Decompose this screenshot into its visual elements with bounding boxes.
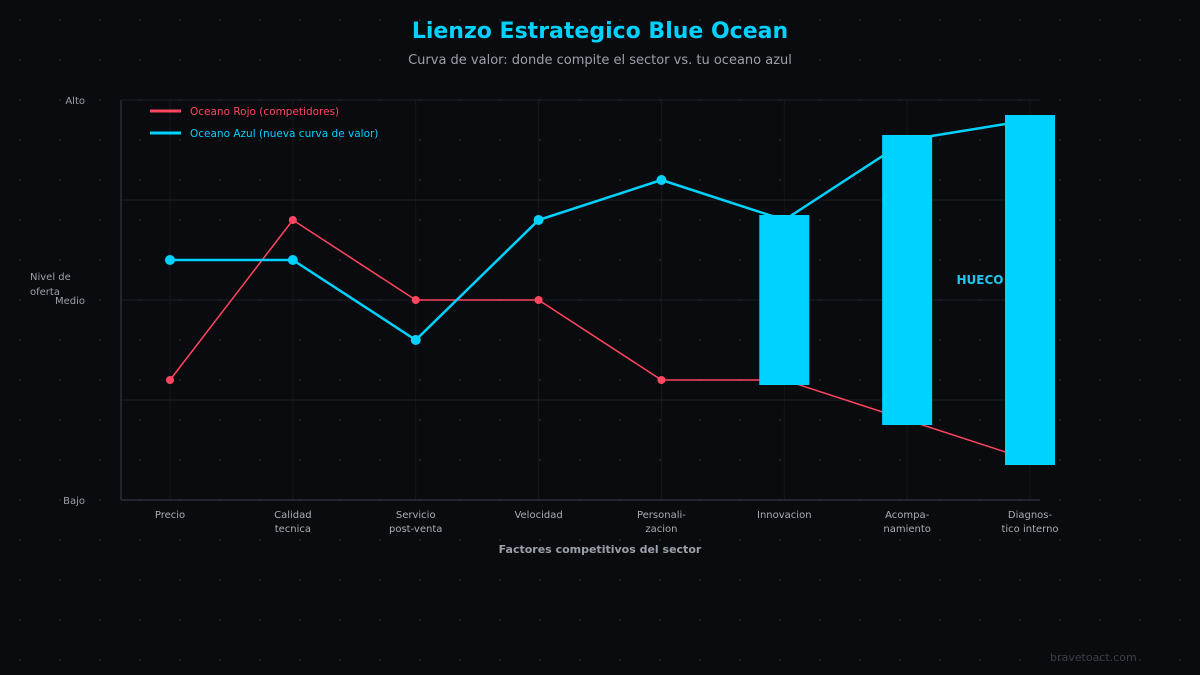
- data-point-red: [166, 376, 174, 384]
- data-point-red: [657, 376, 666, 384]
- chart-subtitle: Curva de valor: donde compite el sector …: [408, 53, 792, 68]
- data-point-red: [288, 216, 297, 224]
- y-tick-label: Medio: [55, 296, 85, 307]
- x-axis-label: Factores competitivos del sector: [499, 543, 702, 556]
- y-axis-label: Nivel de: [30, 272, 71, 283]
- y-tick-label: Alto: [65, 96, 85, 107]
- legend-label: Oceano Rojo (competidores): [190, 106, 339, 118]
- legend-label: Oceano Azul (nueva curva de valor): [190, 128, 378, 140]
- x-tick-label: zacion: [645, 524, 677, 535]
- x-tick-label: tecnica: [275, 524, 311, 535]
- data-point-blue: [165, 255, 175, 265]
- x-tick-label: Innovacion: [757, 510, 812, 521]
- y-tick-label: Bajo: [63, 496, 85, 507]
- x-tick-label: Diagnos-: [1008, 510, 1053, 521]
- x-tick-label: post-venta: [389, 524, 442, 535]
- data-point-red: [411, 296, 420, 304]
- data-point-blue: [656, 175, 667, 185]
- x-tick-label: Servicio: [396, 510, 436, 521]
- x-tick-label: Precio: [155, 510, 185, 521]
- data-point-red: [534, 296, 543, 304]
- gap-bar: [882, 135, 933, 425]
- data-point-blue: [287, 255, 298, 265]
- footer-credit: bravetoact.com: [1050, 651, 1137, 664]
- gap-bar: [759, 215, 810, 385]
- x-tick-label: Personali-: [637, 510, 686, 521]
- data-point-blue: [410, 335, 421, 345]
- x-tick-label: tico interno: [1001, 524, 1058, 535]
- chart-title: Lienzo Estrategico Blue Ocean: [411, 19, 789, 44]
- x-tick-label: Acompa-: [885, 510, 929, 521]
- gap-label: HUECO: [957, 273, 1004, 287]
- data-point-blue: [533, 215, 544, 225]
- y-axis-label: oferta: [30, 287, 60, 298]
- gap-bar: [1005, 115, 1055, 465]
- x-tick-label: Velocidad: [514, 510, 562, 521]
- x-tick-label: namiento: [883, 524, 931, 535]
- x-tick-label: Calidad: [274, 510, 312, 521]
